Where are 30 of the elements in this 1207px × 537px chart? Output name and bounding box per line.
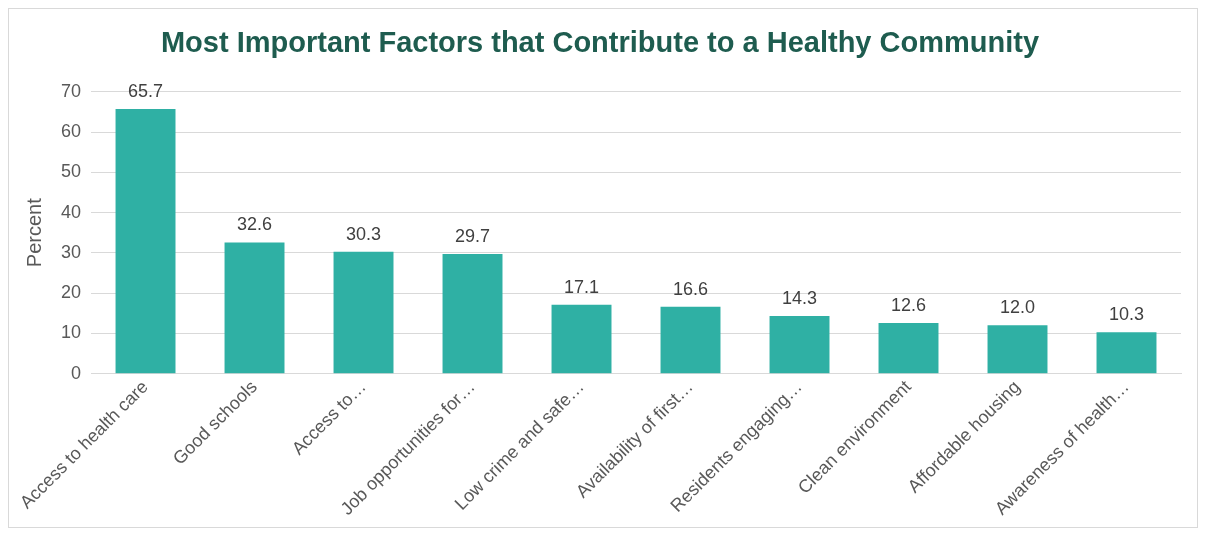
data-label: 17.1	[563, 276, 600, 297]
data-label: 29.7	[454, 226, 491, 247]
bar	[115, 109, 176, 374]
bar	[224, 242, 285, 374]
y-tick-label: 40	[60, 201, 82, 222]
bar	[987, 325, 1048, 374]
data-label: 16.6	[672, 278, 709, 299]
bar	[442, 254, 503, 374]
bar	[551, 304, 612, 374]
y-tick-label: 30	[60, 241, 82, 262]
y-tick-label: 50	[60, 161, 82, 182]
y-tick-label: 10	[60, 322, 82, 343]
data-label: 12.6	[890, 294, 927, 315]
y-tick-label: 60	[60, 121, 82, 142]
bar	[769, 316, 830, 374]
bar	[1096, 332, 1157, 374]
data-label: 32.6	[236, 214, 273, 235]
bar	[333, 251, 394, 374]
data-label: 30.3	[345, 223, 382, 244]
y-tick-label: 0	[71, 362, 82, 383]
data-label: 65.7	[128, 81, 164, 102]
bar	[878, 322, 939, 374]
y-tick-label: 20	[60, 282, 82, 303]
data-label: 14.3	[781, 288, 818, 309]
data-label: 10.3	[1108, 304, 1145, 325]
data-label: 12.0	[999, 297, 1036, 318]
chart-title: Most Important Factors that Contribute to a Healthy Community	[160, 26, 1040, 59]
y-axis-title: Percent	[22, 197, 45, 268]
bar	[660, 306, 721, 374]
y-tick-label: 70	[60, 80, 82, 101]
